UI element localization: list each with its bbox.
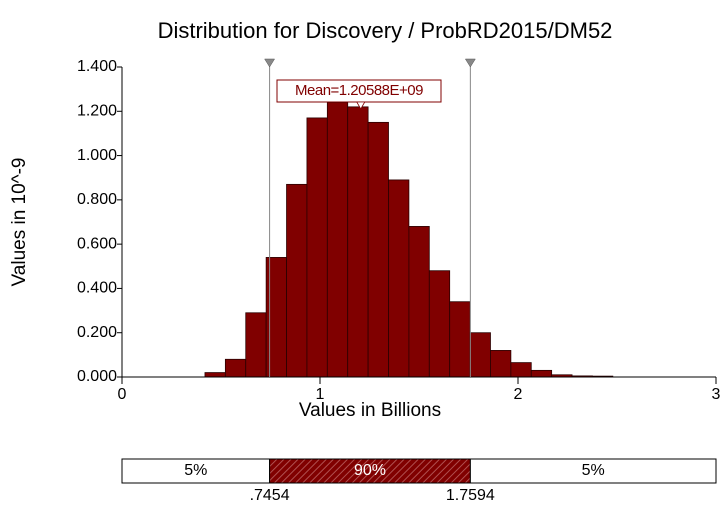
mean-marker (356, 101, 366, 110)
bar (286, 183, 308, 378)
percent-band (121, 458, 271, 484)
bar (224, 358, 247, 378)
y-tick-label: 1.200 (77, 103, 117, 120)
bar (245, 312, 267, 378)
percent-band-label: 90% (354, 462, 386, 479)
y-axis-label: Values in 10^-9 (9, 158, 30, 287)
x-axis-label: Values in Billions (299, 400, 441, 421)
chart-title: Distribution for Discovery / ProbRD2015/… (158, 18, 613, 43)
y-tick-label: 1.000 (77, 147, 117, 164)
bar (367, 121, 389, 378)
bar (490, 350, 512, 378)
bar (510, 362, 532, 378)
percent-band-label: 5% (582, 462, 605, 479)
x-tick-label: 2 (514, 386, 523, 403)
x-tick-label: 1 (316, 386, 325, 403)
percent-band (469, 458, 717, 484)
percent-band-label: 5% (184, 462, 207, 479)
bar (347, 106, 369, 378)
bar (428, 270, 451, 378)
delimiter-label: 1.7594 (446, 487, 495, 504)
x-tick-label: 3 (712, 386, 721, 403)
delimiter-handle (464, 58, 476, 68)
bar (388, 179, 410, 378)
delimiter-handle (264, 58, 276, 68)
bar (408, 226, 430, 378)
y-tick-label: 0.000 (77, 368, 117, 385)
percent-band (269, 458, 471, 484)
bar (306, 117, 328, 378)
y-tick-label: 0.200 (77, 324, 117, 341)
bar (469, 332, 491, 378)
mean-label: Mean=1.20588E+09 (295, 82, 423, 99)
delimiter-label: .7454 (250, 487, 290, 504)
bar (204, 372, 226, 378)
y-tick-label: 0.800 (77, 191, 117, 208)
bar (530, 369, 553, 378)
y-tick-label: 0.600 (77, 235, 117, 252)
y-tick-label: 1.400 (77, 58, 117, 75)
bar (326, 102, 349, 378)
x-tick-label: 0 (118, 386, 127, 403)
y-tick-label: 0.400 (77, 280, 117, 297)
bar (449, 301, 471, 378)
